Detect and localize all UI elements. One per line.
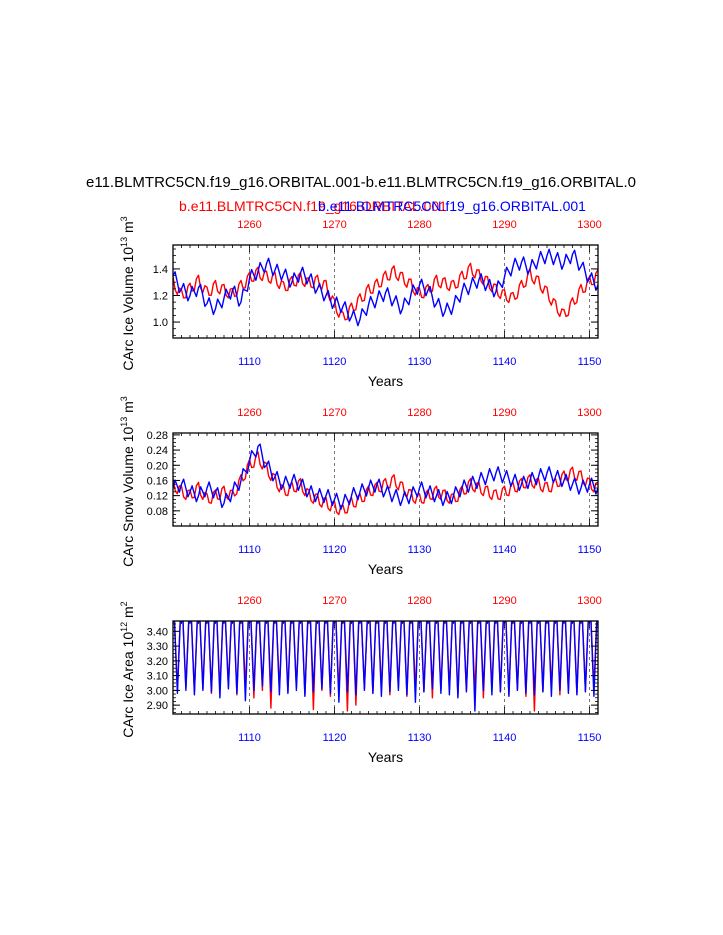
ytick-label: 2.90 (147, 700, 168, 712)
ytick-label: 3.30 (147, 641, 168, 653)
y-axis-label-part: 3 (119, 216, 129, 221)
xtick-label-bottom: 1140 (493, 544, 517, 556)
xtick-label-bottom: 1110 (238, 732, 261, 744)
y-axis-label: CArc Ice Volume 1013 m3 (119, 216, 136, 370)
y-axis-label-part: m (120, 606, 136, 622)
xtick-label-bottom: 1130 (408, 732, 432, 744)
xtick-label-bottom: 1150 (578, 356, 602, 368)
case2-series-line (173, 443, 598, 510)
case2-series-line (173, 621, 598, 712)
y-axis-label-part: m (120, 221, 136, 237)
xtick-label-bottom: 1140 (493, 732, 517, 744)
y-axis-label: CArc Ice Area 1012 m2 (119, 601, 136, 737)
xtick-label-bottom: 1150 (578, 732, 602, 744)
xtick-label-bottom: 1150 (578, 544, 602, 556)
x-axis-label: Years (368, 373, 403, 389)
series-group (173, 621, 598, 712)
xtick-label-top: 1300 (577, 595, 601, 607)
x-axis-label: Years (368, 749, 403, 765)
y-axis-label-part: CArc Snow Volume 10 (120, 427, 136, 567)
ytick-label: 0.12 (147, 491, 168, 503)
ice-volume-panel: 1.0 1.2 1.4 1110 1120 1130 1140 1150 1260 1270 128… (119, 216, 602, 389)
xtick-label-top: 1280 (407, 407, 431, 419)
ytick-label: 0.20 (147, 460, 168, 472)
y-axis-label-part: 3 (119, 396, 129, 401)
y-axis-label-part: 13 (119, 237, 129, 247)
case1-series-line (173, 451, 598, 516)
xtick-label-bottom: 1120 (323, 356, 347, 368)
ytick-label: 3.20 (147, 656, 168, 668)
ytick-label: 3.10 (147, 671, 168, 683)
ytick-label: 0.28 (147, 430, 168, 442)
y-axis-label-part: 13 (119, 417, 129, 427)
ice-area-panel: 2.90 3.00 3.10 3.20 3.30 3.40 1110 1120 1130 1140… (119, 595, 602, 765)
xtick-label-top: 1290 (492, 219, 516, 231)
ytick-label: 3.00 (147, 685, 168, 697)
snow-volume-panel: 0.08 0.12 0.16 0.20 0.24 0.28 1110 1120 1130 1140… (119, 396, 602, 577)
xtick-label-bottom: 1120 (323, 544, 347, 556)
xtick-label-top: 1280 (407, 219, 431, 231)
xtick-label-top: 1300 (577, 219, 601, 231)
y-axis-label-part: CArc Ice Area 10 (120, 632, 136, 738)
case1-series-line (173, 262, 598, 321)
xtick-label-top: 1270 (322, 595, 346, 607)
xtick-label-top: 1290 (492, 595, 516, 607)
y-axis-label: CArc Snow Volume 1013 m3 (119, 396, 136, 567)
legend-case2-label: b.e11.BLMTRC5CN.f19_g16.ORBITAL.001 (318, 198, 586, 214)
series-group (173, 248, 598, 327)
xtick-label-bottom: 1110 (238, 544, 261, 556)
xtick-label-bottom: 1140 (493, 356, 517, 368)
y-axis-label-part: m (120, 401, 136, 417)
ytick-label: 1.4 (153, 264, 168, 276)
y-axis-label-part: CArc Ice Volume 10 (120, 247, 136, 371)
xtick-label-bottom: 1130 (408, 544, 432, 556)
ytick-label: 1.0 (153, 317, 168, 329)
xtick-label-bottom: 1130 (408, 356, 432, 368)
xtick-label-bottom: 1120 (323, 732, 347, 744)
xtick-label-bottom: 1110 (238, 356, 261, 368)
xtick-label-top: 1260 (237, 219, 261, 231)
xtick-label-top: 1290 (492, 407, 516, 419)
ytick-label: 0.16 (147, 475, 168, 487)
xtick-label-top: 1270 (322, 219, 346, 231)
ytick-label: 3.40 (147, 626, 168, 638)
legend-case1-label: b.e11.BLMTRC5CN.f19_g16.ORBITAL.001 (179, 198, 447, 214)
ytick-label: 1.2 (153, 290, 168, 302)
ytick-label: 0.24 (147, 445, 168, 457)
figure-title: e11.BLMTRC5CN.f19_g16.ORBITAL.001-b.e11.… (86, 174, 636, 191)
y-axis-label-part: 12 (119, 622, 129, 632)
y-axis-label-part: 2 (119, 601, 129, 606)
series-group (173, 443, 598, 516)
ytick-label: 0.08 (147, 506, 168, 518)
xtick-label-top: 1280 (407, 595, 431, 607)
x-axis-label: Years (368, 561, 403, 577)
case2-series-line (173, 248, 598, 327)
xtick-label-top: 1300 (577, 407, 601, 419)
xtick-label-top: 1260 (237, 595, 261, 607)
xtick-label-top: 1270 (322, 407, 346, 419)
xtick-label-top: 1260 (237, 407, 261, 419)
